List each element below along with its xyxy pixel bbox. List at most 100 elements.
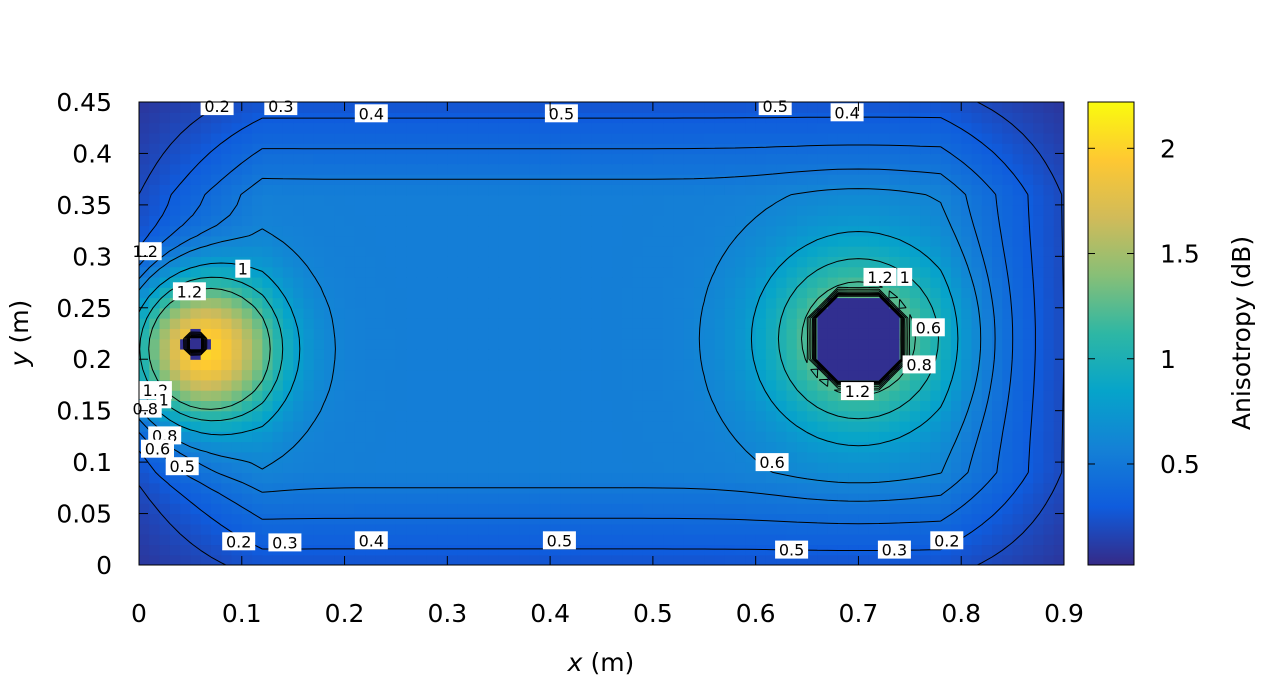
heatmap-cell <box>611 492 623 504</box>
heatmap-cell <box>293 472 305 484</box>
heatmap-cell <box>509 554 520 565</box>
heatmap-cell <box>282 482 294 494</box>
heatmap-cell <box>971 420 983 432</box>
contour-label: 0.3 <box>264 97 298 116</box>
heatmap-cell <box>550 441 561 453</box>
heatmap-cell <box>807 102 818 113</box>
heatmap-cell <box>231 328 243 340</box>
heatmap-cell <box>272 287 284 299</box>
heatmap-cell <box>817 194 829 206</box>
heatmap-cell <box>796 451 808 463</box>
heatmap-cell <box>1033 431 1045 443</box>
heatmap-cell <box>971 246 983 257</box>
heatmap-cell <box>262 369 274 381</box>
heatmap-cell <box>395 534 407 546</box>
heatmap-cell <box>149 359 161 371</box>
heatmap-cell <box>879 194 890 206</box>
heatmap-cell <box>950 472 962 484</box>
heatmap-cell <box>827 513 839 525</box>
heatmap-cell <box>673 235 685 247</box>
heatmap-cell <box>909 122 921 134</box>
heatmap-cell <box>683 534 695 546</box>
heatmap-cell <box>745 328 757 340</box>
heatmap-cell <box>611 102 623 113</box>
heatmap-cell <box>1033 472 1045 484</box>
heatmap-cell <box>344 276 356 288</box>
heatmap-cell <box>539 307 551 319</box>
heatmap-cell <box>169 359 181 371</box>
heatmap-cell <box>570 554 582 565</box>
heatmap-cell <box>262 174 274 185</box>
heatmap-cell <box>210 338 222 350</box>
heatmap-cell <box>354 122 366 134</box>
heatmap-cell <box>210 194 222 206</box>
heatmap-cell <box>663 307 675 319</box>
heatmap-cell <box>550 400 561 412</box>
heatmap-cell <box>437 523 448 535</box>
heatmap-cell <box>159 287 171 299</box>
heatmap-cell <box>509 431 520 443</box>
heatmap-cell <box>241 503 253 515</box>
heatmap-cell <box>724 369 736 381</box>
heatmap-cell <box>560 204 572 216</box>
heatmap-cell <box>611 503 623 515</box>
heatmap-cell <box>365 410 376 422</box>
heatmap-cell <box>981 256 993 268</box>
heatmap-cell <box>560 132 572 144</box>
heatmap-cell <box>981 420 993 432</box>
heatmap-cell <box>981 143 993 155</box>
heatmap-cell <box>1012 318 1024 329</box>
heatmap-cell <box>467 523 479 535</box>
heatmap-cell <box>837 235 849 247</box>
heatmap-cell <box>447 276 459 288</box>
heatmap-cell <box>992 338 1003 350</box>
heatmap-cell <box>1002 338 1014 350</box>
heatmap-cell <box>313 307 325 319</box>
heatmap-cell <box>437 554 448 565</box>
heatmap-cell <box>817 204 829 216</box>
heatmap-cell <box>375 400 387 412</box>
contour-label-text: 0.5 <box>549 104 574 123</box>
heatmap-cell <box>293 215 305 227</box>
heatmap-cell <box>416 102 428 113</box>
heatmap-cell <box>868 184 880 196</box>
heatmap-cell <box>961 276 973 288</box>
heatmap-cell <box>704 410 716 422</box>
heatmap-cell <box>447 328 459 340</box>
heatmap-cell <box>252 287 263 299</box>
x-tick-label: 0.3 <box>427 599 467 628</box>
heatmap-cell <box>210 513 222 525</box>
heatmap-cell <box>159 544 171 556</box>
heatmap-cell <box>632 287 644 299</box>
heatmap-cell <box>776 318 788 329</box>
heatmap-cell <box>416 472 428 484</box>
heatmap-cell <box>395 492 407 504</box>
heatmap-cell <box>899 297 911 309</box>
heatmap-cell <box>406 215 418 227</box>
heatmap-cell <box>498 451 510 463</box>
heatmap-cell <box>139 431 150 443</box>
heatmap-cell <box>457 256 469 268</box>
heatmap-cell <box>817 523 829 535</box>
heatmap-cell <box>313 266 325 278</box>
heatmap-cell <box>241 472 253 484</box>
heatmap-cell <box>313 235 325 247</box>
heatmap-cell <box>334 379 346 391</box>
heatmap-cell <box>714 534 726 546</box>
heatmap-cell <box>868 379 880 391</box>
heatmap-cell <box>139 359 150 371</box>
heatmap-cell <box>241 204 253 216</box>
heatmap-cell <box>735 204 746 216</box>
heatmap-cell <box>591 554 603 565</box>
heatmap-cell <box>673 369 685 381</box>
heatmap-cell <box>478 462 490 473</box>
heatmap-cell <box>282 122 294 134</box>
heatmap-cell <box>365 420 376 432</box>
heatmap-cell <box>221 390 233 401</box>
heatmap-cell <box>457 215 469 227</box>
heatmap-cell <box>879 338 890 350</box>
heatmap-cell <box>652 451 664 463</box>
heatmap-cell <box>786 482 798 494</box>
heatmap-cell <box>930 256 942 268</box>
heatmap-cell <box>776 472 788 484</box>
